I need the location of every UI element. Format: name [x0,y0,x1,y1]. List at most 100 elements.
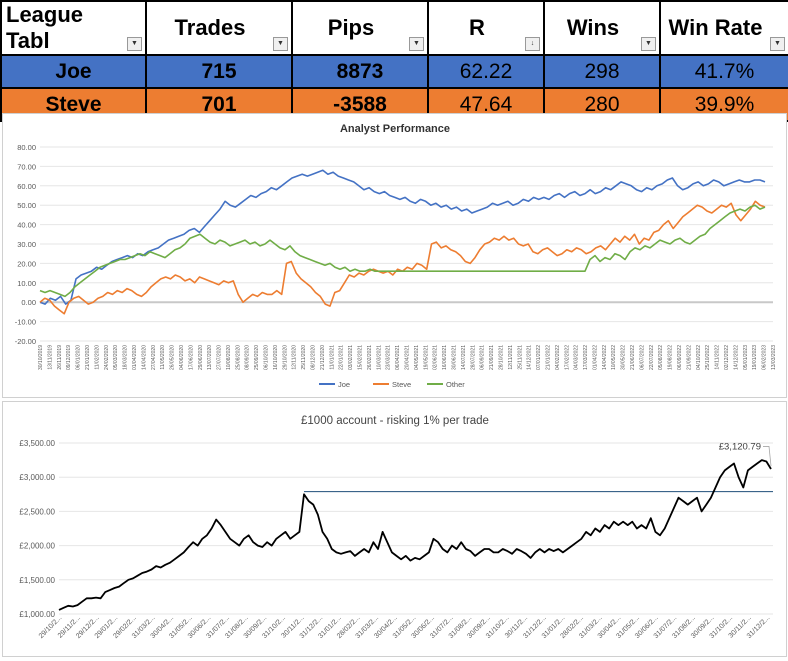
y-tick-label: 80.00 [17,143,36,152]
cell-win-rate: 41.7% [659,54,788,89]
chart-title: Analyst Performance [340,123,450,135]
x-tick-label: 04/05/2021 [414,345,420,370]
x-tick-label: 04/06/2020 [179,345,185,370]
x-tick-label: 24/02/2020 [104,345,110,370]
x-tick-label: 03/02/2021 [348,345,354,370]
header-win-rate-label: Win Rate [668,15,763,40]
x-tick-label: 06/09/2021 [480,345,486,370]
x-tick-label: 12/11/2020 [292,345,298,370]
x-tick-label: 06/02/2023 [762,345,768,370]
x-tick-label: 05/08/2022 [658,345,664,370]
x-tick-label: 27/04/2020 [151,345,157,370]
x-tick-label: 04/10/2022 [696,345,702,370]
x-tick-label: 23/03/2021 [386,345,392,370]
x-tick-label: 14/04/2022 [602,345,608,370]
final-balance-annotation: £3,120.79 [719,441,761,452]
x-tick-label: 10/08/2020 [226,345,232,370]
league-header-row: League Tabl ▼ Trades ▼ Pips ▼ R ↓ Wins ▼ Win … [0,0,788,56]
x-tick-label: 30/05/2022 [621,345,627,370]
y-tick-label: 20.00 [17,259,36,268]
x-tick-label: 04/02/2022 [555,345,561,370]
x-tick-label: 06/07/2022 [639,345,645,370]
y-tick-label: 0.00 [21,298,36,307]
y-tick-label: 10.00 [17,279,36,288]
x-tick-label: 04/03/2022 [574,345,580,370]
x-tick-label: 25/10/2022 [705,345,711,370]
filter-dropdown-icon[interactable]: ▼ [770,37,785,51]
x-tick-label: 25/11/2020 [301,345,307,370]
x-tick-label: 14/04/2020 [141,345,147,370]
y-tick-label: 40.00 [17,221,36,230]
annotation-leader [763,446,772,467]
x-tick-label: 05/01/2023 [743,345,749,370]
x-tick-label: 01/04/2020 [132,345,138,370]
x-tick-label: 16/10/2020 [273,345,279,370]
x-tick-label: 26/05/2020 [170,345,176,370]
series-line-steve [39,200,766,315]
x-tick-label: 28/10/2021 [498,345,504,370]
x-tick-label: 19/05/2021 [423,345,429,370]
header-pips-label: Pips [327,15,375,40]
x-tick-label: 21/01/2022 [545,345,551,370]
cell-wins: 298 [543,54,661,89]
filter-dropdown-icon[interactable]: ▼ [409,37,424,51]
x-tick-label: 27/07/2020 [217,345,223,370]
y-tick-label: £3,000.00 [19,473,55,482]
filter-dropdown-icon[interactable]: ▼ [127,37,142,51]
header-r: R ↓ [427,0,545,56]
x-tick-label: 25/11/2021 [517,345,523,370]
y-tick-label: 30.00 [17,240,36,249]
x-tick-label: 15/02/2021 [358,345,364,370]
x-tick-label: 25/09/2020 [254,345,260,370]
x-tick-label: 14/12/2021 [527,345,533,370]
legend-label: Joe [338,380,350,389]
analyst-plot-area: -20.00 -10.00 0.00 10.00 20.00 30.00 40.00 50.0… [15,143,777,370]
filter-dropdown-icon[interactable]: ▼ [641,37,656,51]
x-tick-label: 25/08/2020 [235,345,241,370]
x-tick-label: 30/06/2021 [451,345,457,370]
chart-title: £1000 account - risking 1% per trade [301,415,489,427]
x-tick-label: 17/02/2022 [564,345,570,370]
x-tick-label: 11/05/2020 [160,345,166,370]
x-tick-label: 06/10/2020 [264,345,270,370]
header-wins-label: Wins [566,15,620,40]
y-tick-label: 60.00 [17,182,36,191]
x-tick-label: 21/01/2020 [85,345,91,370]
x-tick-label: 13/11/2019 [47,345,53,370]
account-balance-chart[interactable]: £1000 account - risking 1% per trade £1,… [2,401,787,657]
x-tick-label: 10/05/2022 [611,345,617,370]
x-tick-label: 19/08/2022 [668,345,674,370]
x-tick-label: 21/06/2022 [630,345,636,370]
legend-label: Other [446,380,465,389]
y-tick-label: £3,500.00 [19,439,55,448]
balance-line [58,459,772,611]
x-tick-label: 14/07/2021 [461,345,467,370]
analyst-performance-chart[interactable]: Analyst Performance -20.00 -10.00 0.00 10.0… [2,113,787,398]
header-trades-label: Trades [174,15,246,40]
x-tick-label: 08/12/2020 [311,345,317,370]
x-tick-label: 13/03/2023 [771,345,777,370]
y-tick-label: -20.00 [15,337,36,346]
cell-pips: 8873 [291,54,429,89]
sort-desc-filter-icon[interactable]: ↓ [525,37,540,51]
x-tick-label: 17/06/2020 [188,345,194,370]
y-tick-label: -10.00 [15,318,36,327]
y-tick-label: 70.00 [17,162,36,171]
x-tick-label: 14/11/2022 [715,345,721,370]
x-tick-label: 20/04/2021 [405,345,411,370]
y-tick-label: £2,500.00 [19,507,55,516]
cell-name: Joe [0,54,147,89]
x-tick-label: 22/07/2022 [649,345,655,370]
x-tick-label: 02/06/2021 [433,345,439,370]
y-tick-label: £1,000.00 [19,610,55,619]
x-tick-label: 10/03/2021 [376,345,382,370]
account-plot-area: £1,000.00 £1,500.00 £2,000.00 £2,500.00 £3,0… [19,439,773,640]
x-tick-label: 05/03/2020 [113,345,119,370]
table-row: Joe 715 8873 62.22 298 41.7% [0,54,788,89]
x-tick-label: 11/02/2020 [94,345,100,370]
filter-dropdown-icon[interactable]: ▼ [273,37,288,51]
header-league: League Tabl ▼ [0,0,147,56]
header-league-label: League Tabl [6,2,84,53]
analyst-performance-svg: Analyst Performance -20.00 -10.00 0.00 10.0… [15,123,777,389]
x-tick-label: 13/07/2020 [207,345,213,370]
